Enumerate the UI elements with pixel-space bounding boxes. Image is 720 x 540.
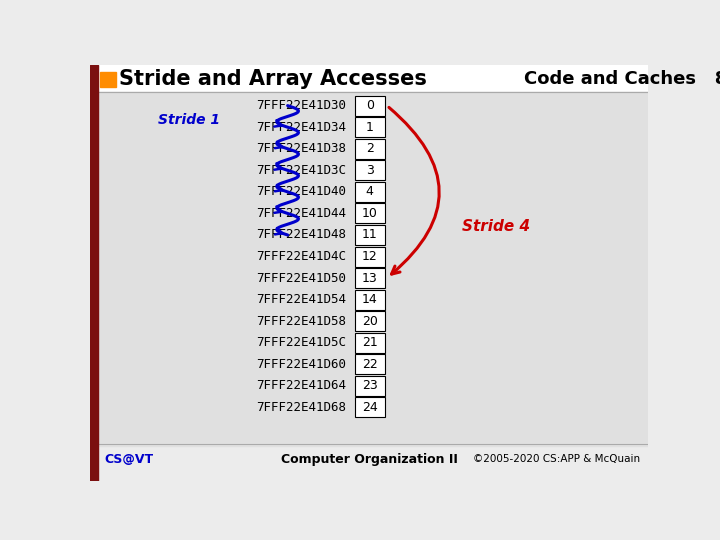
Bar — [355, 204, 384, 224]
Text: 22: 22 — [362, 358, 378, 371]
Text: 7FFF22E41D60: 7FFF22E41D60 — [256, 358, 346, 371]
Bar — [355, 160, 384, 180]
Text: 7FFF22E41D58: 7FFF22E41D58 — [256, 315, 346, 328]
Bar — [100, 72, 116, 87]
Bar — [355, 311, 384, 331]
Text: 12: 12 — [362, 250, 378, 263]
Text: 0: 0 — [366, 99, 374, 112]
Text: 7FFF22E41D30: 7FFF22E41D30 — [256, 99, 346, 112]
Text: ©2005-2020 CS:APP & McQuain: ©2005-2020 CS:APP & McQuain — [473, 454, 640, 464]
Text: Code and Caches   8: Code and Caches 8 — [524, 70, 720, 89]
Text: 13: 13 — [362, 272, 378, 285]
Bar — [355, 354, 384, 374]
Text: 3: 3 — [366, 164, 374, 177]
Text: 10: 10 — [362, 207, 378, 220]
Bar — [98, 92, 648, 446]
Text: 2: 2 — [366, 142, 374, 155]
Text: Stride 1: Stride 1 — [158, 113, 220, 127]
Text: Stride and Array Accesses: Stride and Array Accesses — [120, 70, 428, 90]
Text: 7FFF22E41D5C: 7FFF22E41D5C — [256, 336, 346, 349]
Text: 7FFF22E41D38: 7FFF22E41D38 — [256, 142, 346, 155]
Bar — [355, 397, 384, 417]
Bar — [355, 268, 384, 288]
Bar — [355, 289, 384, 309]
Bar — [355, 182, 384, 202]
Text: 7FFF22E41D34: 7FFF22E41D34 — [256, 120, 346, 134]
Text: 24: 24 — [362, 401, 378, 414]
Bar — [98, 65, 648, 92]
Bar — [90, 65, 98, 481]
Text: Computer Organization II: Computer Organization II — [281, 453, 457, 465]
Bar — [355, 139, 384, 159]
Text: 7FFF22E41D68: 7FFF22E41D68 — [256, 401, 346, 414]
Bar — [355, 333, 384, 353]
Text: 20: 20 — [362, 315, 378, 328]
Text: 7FFF22E41D50: 7FFF22E41D50 — [256, 272, 346, 285]
Text: CS@VT: CS@VT — [104, 453, 153, 465]
Text: Stride 4: Stride 4 — [462, 219, 530, 234]
Text: 4: 4 — [366, 185, 374, 198]
Text: 7FFF22E41D3C: 7FFF22E41D3C — [256, 164, 346, 177]
Bar — [355, 96, 384, 116]
Text: 11: 11 — [362, 228, 378, 241]
Text: 7FFF22E41D64: 7FFF22E41D64 — [256, 380, 346, 393]
Text: 23: 23 — [362, 380, 378, 393]
Text: 7FFF22E41D48: 7FFF22E41D48 — [256, 228, 346, 241]
Bar — [355, 376, 384, 396]
Text: 7FFF22E41D4C: 7FFF22E41D4C — [256, 250, 346, 263]
Text: 14: 14 — [362, 293, 378, 306]
Text: 7FFF22E41D44: 7FFF22E41D44 — [256, 207, 346, 220]
Bar — [355, 247, 384, 267]
Text: 1: 1 — [366, 120, 374, 134]
Bar — [355, 225, 384, 245]
Bar — [355, 117, 384, 137]
Text: 21: 21 — [362, 336, 378, 349]
Text: 7FFF22E41D40: 7FFF22E41D40 — [256, 185, 346, 198]
Text: 7FFF22E41D54: 7FFF22E41D54 — [256, 293, 346, 306]
